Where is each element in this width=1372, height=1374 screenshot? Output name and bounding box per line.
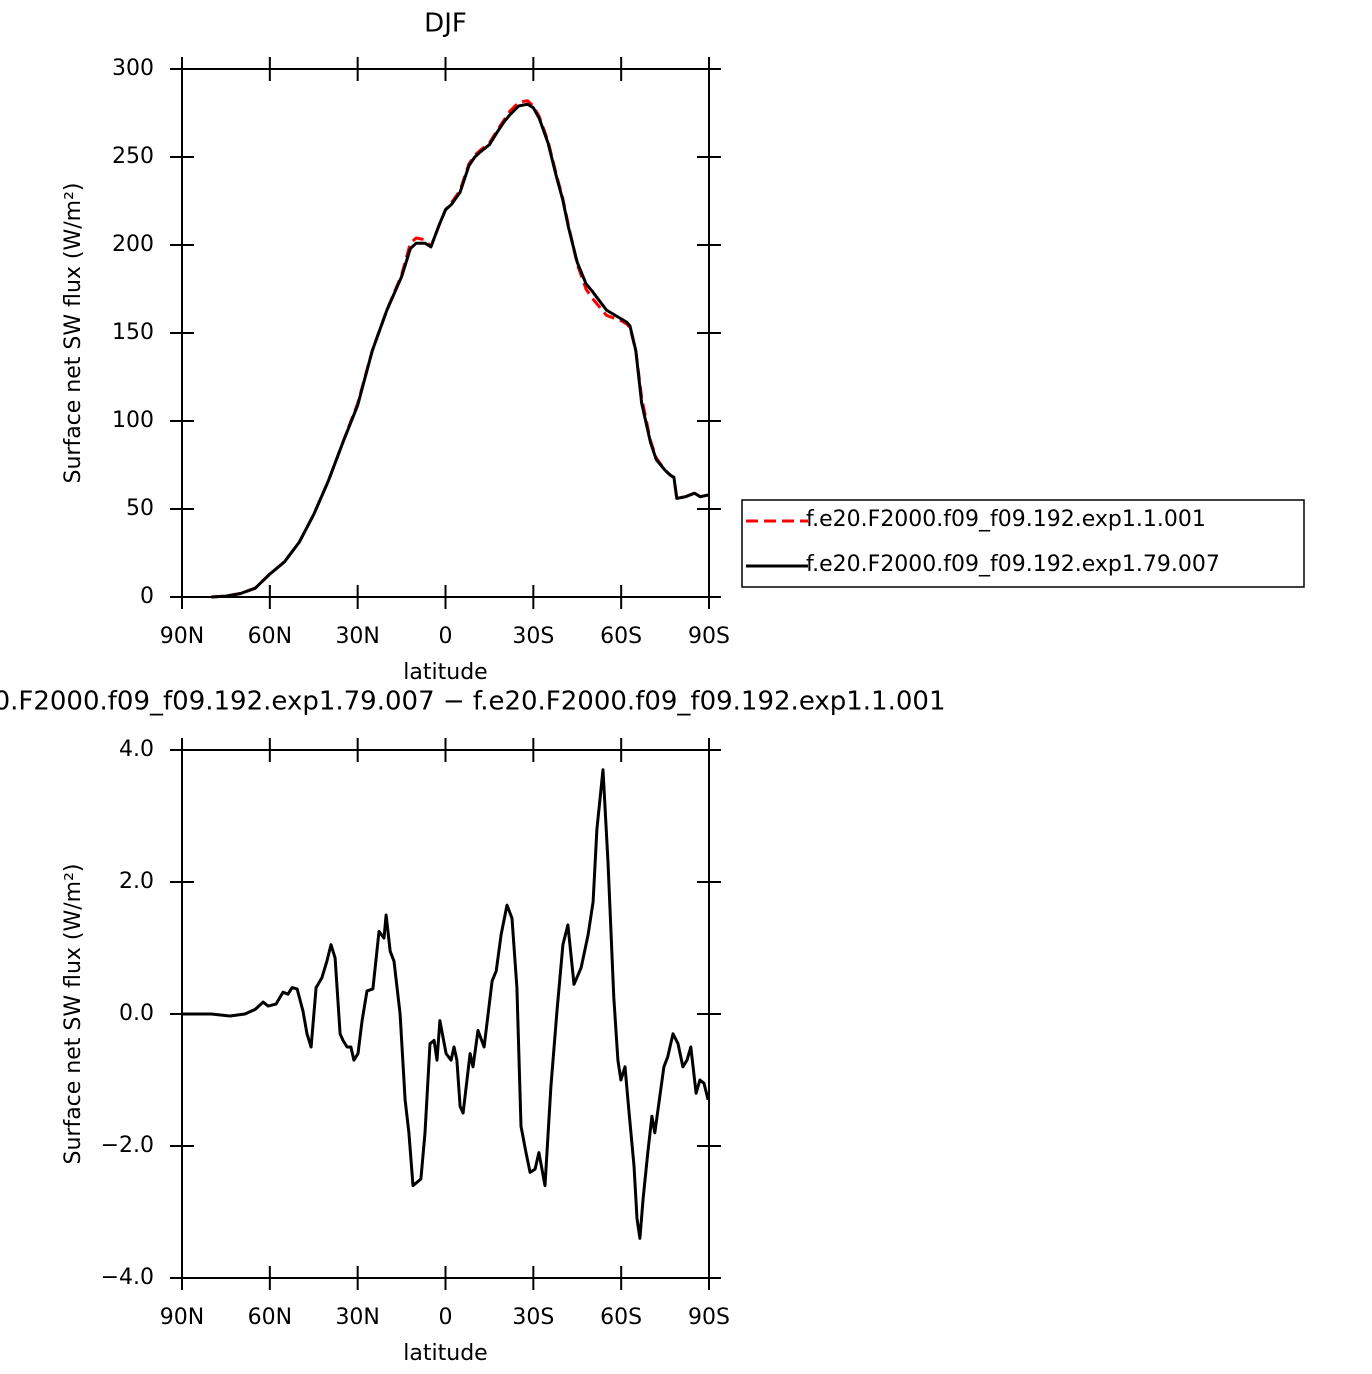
y-tick-label: 150 [112,320,154,345]
y-tick-label: 200 [112,232,154,257]
plot-frame [181,68,710,598]
y-tick-label: 0.0 [119,1001,154,1026]
chart-title: f.e20.F2000.f09_f09.192.exp1.79.007 − f.… [0,687,945,717]
x-tick-label: 90S [688,624,730,649]
x-tick-label: 30N [335,1305,379,1330]
y-tick-label: 250 [112,144,154,169]
y-axis-label: Surface net SW flux (W/m²) [61,863,86,1164]
x-tick-label: 60N [248,1305,292,1330]
y-axis-label: Surface net SW flux (W/m²) [61,182,86,483]
y-tick-label: 2.0 [119,869,154,894]
data-line [182,768,709,1240]
x-axis-label: latitude [403,1341,487,1366]
x-tick-label: 90S [688,1305,730,1330]
x-tick-label: 60S [600,624,642,649]
x-tick-label: 30S [512,624,554,649]
data-line [211,102,709,599]
x-tick-label: 90N [160,624,204,649]
y-tick-label: 300 [112,56,154,81]
x-tick-label: 0 [439,1305,453,1330]
x-tick-label: 30N [335,624,379,649]
plot-frame [181,749,710,1279]
x-tick-label: 0 [439,624,453,649]
legend-box [741,499,1305,588]
x-axis-label: latitude [403,660,487,685]
y-tick-label: 0 [140,584,154,609]
legend-label: f.e20.F2000.f09_f09.192.exp1.1.001 [806,507,1206,532]
x-tick-label: 60S [600,1305,642,1330]
y-tick-label: −4.0 [101,1265,154,1290]
legend-label: f.e20.F2000.f09_f09.192.exp1.79.007 [806,552,1220,577]
x-tick-label: 90N [160,1305,204,1330]
y-tick-label: 4.0 [119,737,154,762]
y-tick-label: −2.0 [101,1133,154,1158]
x-tick-label: 60N [248,624,292,649]
chart-title: DJF [424,9,467,39]
y-tick-label: 50 [126,496,154,521]
y-tick-label: 100 [112,408,154,433]
x-tick-label: 30S [512,1305,554,1330]
